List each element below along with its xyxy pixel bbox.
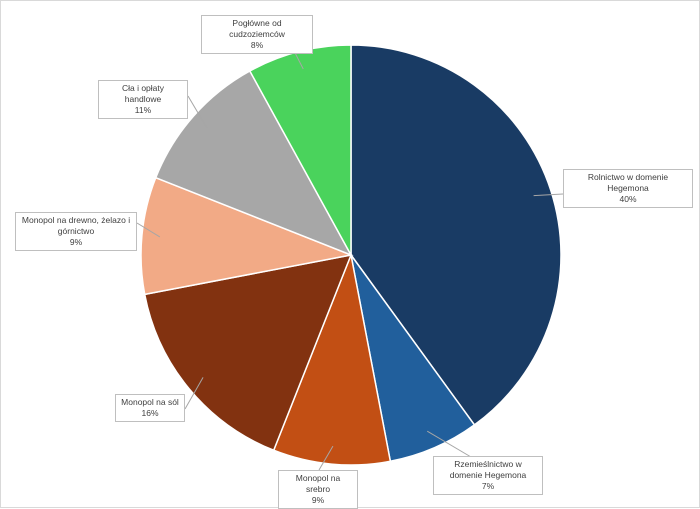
data-label-category: Rolnictwo w domenie Hegemona (587, 172, 669, 193)
data-label-category: Pogłówne od cudzoziemców (229, 18, 285, 39)
data-label-category: Monopol na srebro (295, 473, 341, 494)
data-label-6: Cła i opłaty handlowe 11% (98, 80, 188, 119)
data-label-7: Pogłówne od cudzoziemców 8% (201, 15, 313, 54)
pie-slice-1 (350, 44, 562, 426)
data-label-percent: 9% (311, 495, 325, 505)
pie-slice-6 (154, 69, 353, 257)
data-label-1: Rolnictwo w domenie Hegemona 40% (563, 169, 693, 208)
data-label-2: Rzemieślnictwo w domenie Hegemona 7% (433, 456, 543, 495)
data-label-percent: 8% (250, 40, 264, 50)
pie-slice-4 (143, 254, 353, 452)
leader-line-1 (533, 193, 564, 197)
data-label-category: Monopol na sól (121, 397, 179, 407)
leader-line-4 (184, 377, 204, 410)
leader-line-6 (187, 95, 208, 129)
data-label-percent: 9% (69, 237, 83, 247)
leader-line-3 (318, 445, 334, 471)
data-label-category: Cła i opłaty handlowe (121, 83, 165, 104)
leader-line-2 (426, 430, 472, 458)
data-label-percent: 11% (134, 105, 152, 115)
data-label-4: Monopol na sól 16% (115, 394, 185, 422)
leader-line-5 (136, 222, 161, 238)
data-label-percent: 7% (481, 481, 495, 491)
data-label-3: Monopol na srebro 9% (278, 470, 358, 509)
pie-slice-3 (272, 252, 392, 466)
pie-slice-5 (140, 176, 354, 296)
data-label-category: Monopol na drewno, żelazo i górnictwo (21, 215, 131, 236)
data-label-percent: 40% (619, 194, 637, 204)
data-label-5: Monopol na drewno, żelazo i górnictwo 9% (15, 212, 137, 251)
data-label-percent: 16% (141, 408, 159, 418)
data-label-category: Rzemieślnictwo w domenie Hegemona (449, 459, 527, 480)
